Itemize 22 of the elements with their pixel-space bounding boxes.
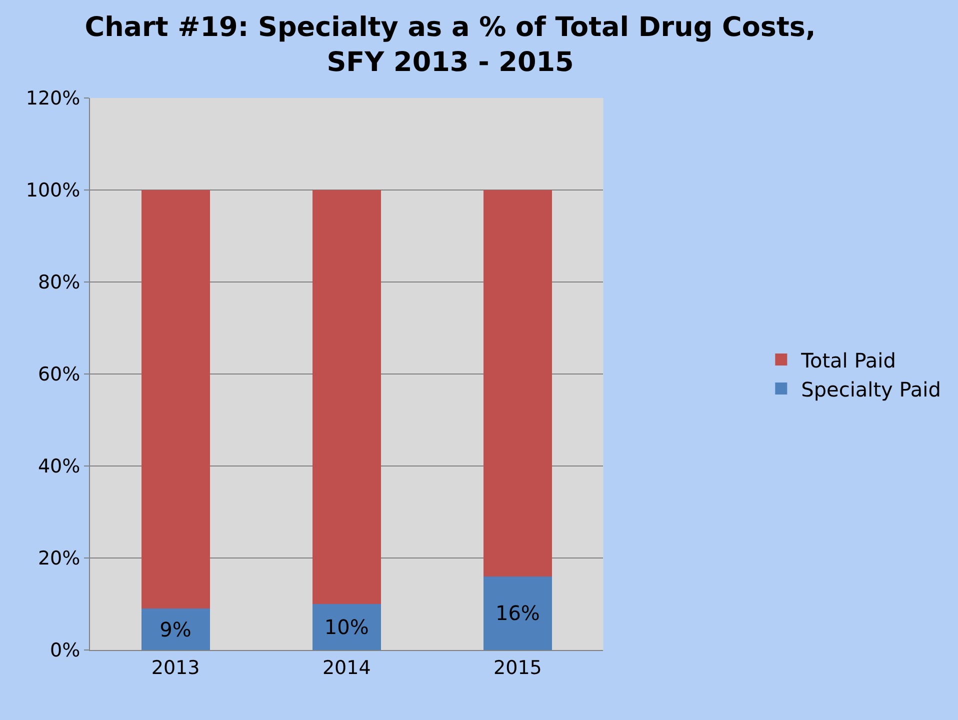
y-tick-label: 0%: [50, 640, 80, 662]
data-label: 16%: [495, 601, 540, 626]
data-label: 9%: [160, 617, 192, 642]
y-tick-label: 20%: [38, 548, 80, 570]
bar: [312, 190, 381, 604]
x-tick-label: 2015: [494, 656, 542, 679]
data-label: 10%: [324, 615, 369, 639]
legend-label: Specialty Paid: [801, 377, 941, 402]
y-tick-label: 40%: [38, 456, 80, 478]
bar: [141, 608, 210, 650]
y-tick-label: 80%: [38, 272, 80, 294]
bar: [312, 604, 381, 650]
x-tick-label: 2014: [322, 656, 371, 679]
bar: [483, 190, 552, 576]
y-tick-label: 120%: [26, 88, 80, 110]
x-tick-label: 2013: [151, 656, 200, 679]
legend-label: Total Paid: [800, 348, 896, 372]
y-tick-label: 60%: [38, 364, 80, 386]
bar: [141, 190, 210, 609]
bar: [483, 576, 552, 650]
chart-title: Chart #19: Specialty as a % of Total Drug Costs, SFY 2013 - 2015: [84, 12, 816, 78]
y-tick-label: 100%: [26, 180, 80, 202]
